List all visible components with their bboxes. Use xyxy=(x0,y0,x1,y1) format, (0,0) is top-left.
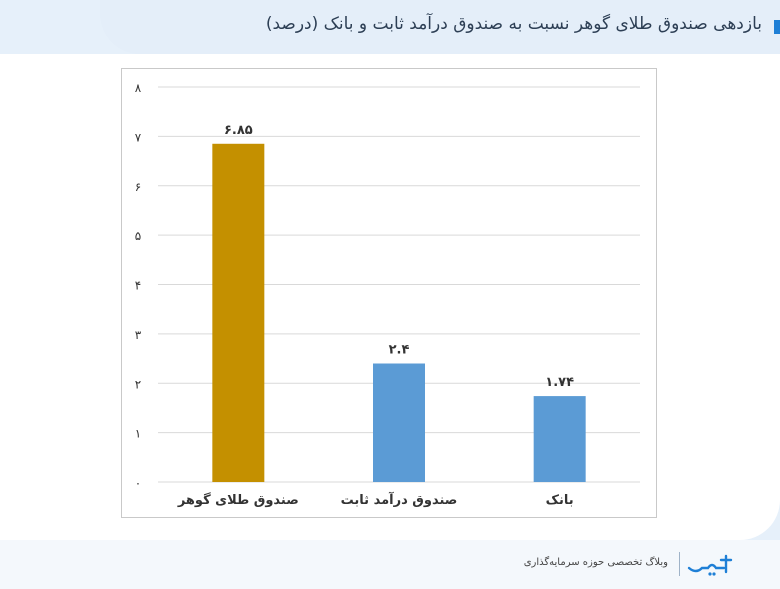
x-category-label: صندوق درآمد ثابت xyxy=(341,491,458,508)
bar xyxy=(212,143,265,482)
y-tick-label: ۸ xyxy=(135,81,142,95)
y-tick-label: ۶ xyxy=(135,180,141,194)
bar-chart: ۰ ۱ ۲ ۳ ۴ ۵ ۶ ۷ ۸ ۶.۸۵ صندوق طلای گوهر ۲.۴ صندوق درآ… xyxy=(135,81,640,508)
header-bar: بازدهی صندوق طلای گوهر نسبت به صندوق درآ… xyxy=(100,0,780,54)
footer-divider xyxy=(679,552,680,576)
y-tick-label: ۲ xyxy=(135,377,141,391)
y-tick-label: ۳ xyxy=(135,328,142,342)
y-tick-label: ۱ xyxy=(135,427,141,441)
y-tick-label: ۵ xyxy=(135,229,141,243)
data-label: ۱.۷۴ xyxy=(545,375,574,390)
x-category-label: بانک xyxy=(546,493,574,508)
chart-frame: ۰ ۱ ۲ ۳ ۴ ۵ ۶ ۷ ۸ ۶.۸۵ صندوق طلای گوهر ۲.۴ صندوق درآ… xyxy=(121,68,657,518)
data-label: ۶.۸۵ xyxy=(224,123,253,138)
title-accent-mark xyxy=(774,20,780,34)
y-tick-label: ۴ xyxy=(135,279,141,293)
bar xyxy=(373,363,425,482)
bar xyxy=(533,396,586,482)
y-tick-label: ۰ xyxy=(135,476,141,490)
footer-tagline: وبلاگ تخصصی حوزه سرمایه‌گذاری xyxy=(523,557,668,568)
chart-title: بازدهی صندوق طلای گوهر نسبت به صندوق درآ… xyxy=(265,14,762,34)
y-tick-label: ۷ xyxy=(135,130,142,144)
brand-logo-icon xyxy=(687,554,733,576)
x-category-label: صندوق طلای گوهر xyxy=(177,492,299,508)
data-label: ۲.۴ xyxy=(389,343,410,358)
footer: وبلاگ تخصصی حوزه سرمایه‌گذاری xyxy=(0,540,780,589)
